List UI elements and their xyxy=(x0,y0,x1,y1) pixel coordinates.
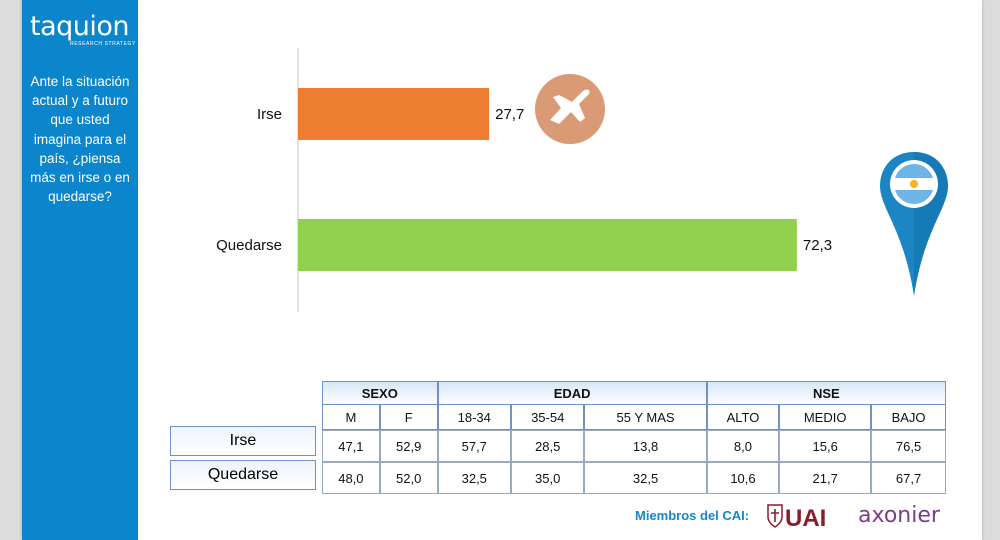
cell-quedarse-medio: 21,7 xyxy=(779,462,872,494)
cell-quedarse-35-54: 35,0 xyxy=(510,462,585,494)
cell-quedarse-18-34: 32,5 xyxy=(437,462,511,494)
svg-text:UAI: UAI xyxy=(785,505,826,530)
column-header-medio: MEDIO xyxy=(779,405,872,430)
category-label-irse: Irse xyxy=(257,106,282,123)
bar-quedarse xyxy=(298,219,797,271)
bar-chart: Irse 27,7 Quedarse 72,3 xyxy=(216,48,948,312)
cell-quedarse-f: 52,0 xyxy=(379,462,438,494)
column-header-bajo: BAJO xyxy=(871,405,946,430)
axonier-logo: axonier xyxy=(858,503,941,528)
cell-irse-bajo: 76,5 xyxy=(871,430,946,462)
column-header-m: M xyxy=(322,405,380,430)
cell-irse-medio: 15,6 xyxy=(779,430,872,462)
column-header-alto: ALTO xyxy=(706,405,780,430)
column-header-f: F xyxy=(379,405,438,430)
cell-irse-f: 52,9 xyxy=(379,430,438,462)
slide: taquion RESEARCH STRATEGY Ante la situac… xyxy=(22,0,982,540)
data-label-irse: 27,7 xyxy=(495,106,524,123)
argentina-map-pin-icon xyxy=(880,152,948,296)
cell-quedarse-m: 48,0 xyxy=(322,462,380,494)
uai-logo: UAI xyxy=(767,504,826,530)
cell-irse-55-y-mas: 13,8 xyxy=(584,430,707,462)
row-labels: Irse Quedarse xyxy=(170,426,316,490)
taquion-logo: taquion RESEARCH STRATEGY xyxy=(30,11,135,52)
category-label-quedarse: Quedarse xyxy=(216,237,282,254)
data-label-quedarse: 72,3 xyxy=(803,237,832,254)
cell-quedarse-alto: 10,6 xyxy=(706,462,780,494)
cell-quedarse-55-y-mas: 32,5 xyxy=(584,462,707,494)
cai-members-label: Miembros del CAI: xyxy=(635,508,750,523)
column-header-55-y-mas: 55 Y MAS xyxy=(584,405,707,430)
column-header-18-34: 18-34 xyxy=(437,405,511,430)
group-header-sexo: SEXO xyxy=(322,381,438,405)
row-label-irse: Irse xyxy=(170,426,316,456)
cell-irse-m: 47,1 xyxy=(322,430,380,462)
cell-quedarse-bajo: 67,7 xyxy=(871,462,946,494)
group-header-edad: EDAD xyxy=(437,381,707,405)
row-label-quedarse: Quedarse xyxy=(170,460,316,490)
svg-text:axonier: axonier xyxy=(858,503,941,528)
column-header-35-54: 35-54 xyxy=(510,405,585,430)
sidebar: taquion RESEARCH STRATEGY Ante la situac… xyxy=(22,0,138,540)
cell-irse-alto: 8,0 xyxy=(706,430,780,462)
group-header-nse: NSE xyxy=(706,381,946,405)
airplane-icon xyxy=(535,74,605,144)
cell-irse-18-34: 57,7 xyxy=(437,430,511,462)
logo-tagline: RESEARCH STRATEGY xyxy=(70,41,136,47)
bar-irse xyxy=(298,88,490,140)
survey-question: Ante la situación actual y a futuro que … xyxy=(30,74,130,205)
crosstab-grid: SEXO EDAD NSE M F 18-34 35-54 55 Y MAS ALTO ME… xyxy=(322,381,946,494)
logo-wordmark: taquion xyxy=(30,11,130,42)
cell-irse-35-54: 28,5 xyxy=(510,430,585,462)
